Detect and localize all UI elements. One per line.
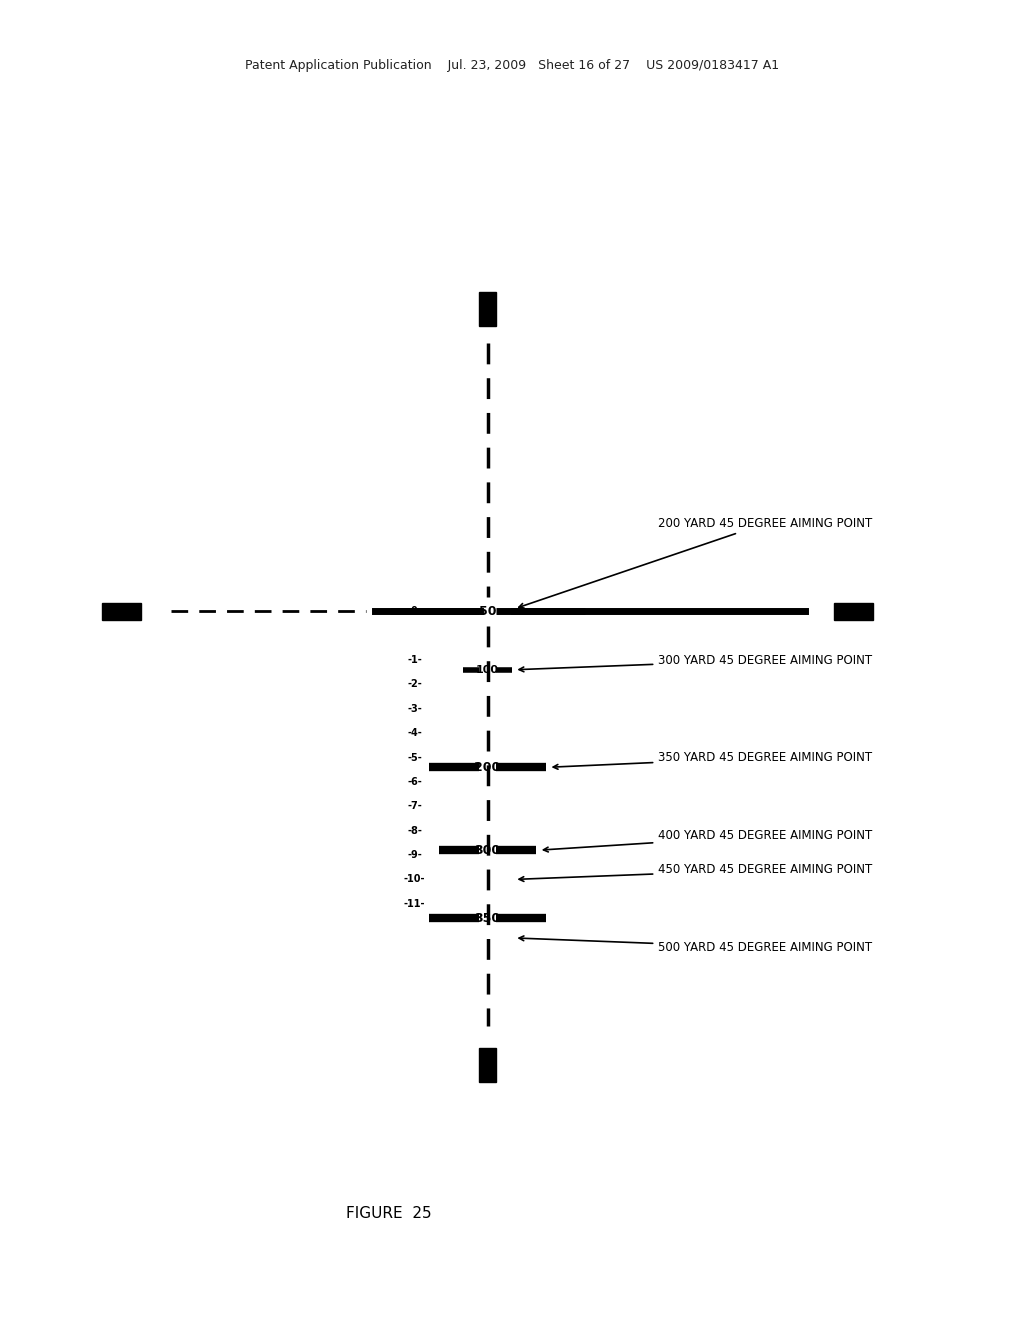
Text: Patent Application Publication    Jul. 23, 2009   Sheet 16 of 27    US 2009/0183: Patent Application Publication Jul. 23, … bbox=[245, 59, 779, 73]
Text: 400 YARD 45 DEGREE AIMING POINT: 400 YARD 45 DEGREE AIMING POINT bbox=[544, 829, 872, 851]
Bar bbox=[834, 603, 872, 620]
Text: FIGURE  25: FIGURE 25 bbox=[346, 1206, 432, 1221]
Text: -7-: -7- bbox=[408, 801, 422, 812]
Text: 350: 350 bbox=[474, 912, 501, 925]
Text: 350 YARD 45 DEGREE AIMING POINT: 350 YARD 45 DEGREE AIMING POINT bbox=[553, 751, 872, 770]
Text: 300 YARD 45 DEGREE AIMING POINT: 300 YARD 45 DEGREE AIMING POINT bbox=[519, 653, 872, 672]
Text: 450 YARD 45 DEGREE AIMING POINT: 450 YARD 45 DEGREE AIMING POINT bbox=[519, 863, 872, 882]
Text: 200: 200 bbox=[474, 760, 501, 774]
Text: -10-: -10- bbox=[403, 874, 425, 884]
Text: 200 YARD 45 DEGREE AIMING POINT: 200 YARD 45 DEGREE AIMING POINT bbox=[519, 517, 872, 609]
Text: 100: 100 bbox=[476, 665, 499, 675]
Text: -1-: -1- bbox=[408, 655, 422, 665]
Text: -6-: -6- bbox=[408, 777, 422, 787]
Text: -3-: -3- bbox=[408, 704, 422, 714]
Text: -0-: -0- bbox=[408, 606, 422, 616]
Text: 300: 300 bbox=[474, 843, 501, 857]
Text: -11-: -11- bbox=[403, 899, 425, 908]
Text: -9-: -9- bbox=[408, 850, 422, 861]
Text: -5-: -5- bbox=[408, 752, 422, 763]
Text: 50: 50 bbox=[479, 605, 497, 618]
Text: 500 YARD 45 DEGREE AIMING POINT: 500 YARD 45 DEGREE AIMING POINT bbox=[519, 936, 872, 954]
Text: -4-: -4- bbox=[408, 729, 422, 738]
Bar bbox=[102, 603, 141, 620]
Bar bbox=[479, 292, 497, 326]
Bar bbox=[479, 1048, 497, 1082]
Text: -2-: -2- bbox=[408, 680, 422, 689]
Text: -8-: -8- bbox=[407, 826, 422, 836]
